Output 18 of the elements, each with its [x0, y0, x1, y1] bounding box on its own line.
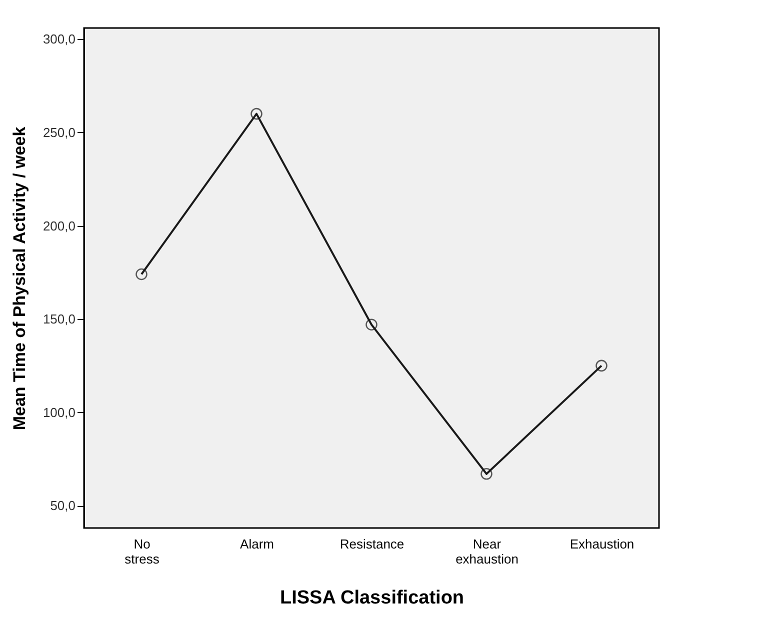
point — [250, 108, 262, 120]
point — [480, 468, 492, 480]
x-axis-title: LISSA Classification — [280, 588, 464, 608]
x-tick-label: Exhaustion — [570, 536, 634, 552]
point — [366, 318, 378, 331]
x-tick-label: Resistance — [340, 536, 404, 552]
y-tick-label: 250,0 — [42, 124, 76, 140]
point — [596, 360, 608, 372]
x-tick-label: Alarm — [240, 536, 274, 552]
y-tick-label: 100,0 — [42, 404, 76, 420]
y-tick-label: 150,0 — [42, 312, 76, 327]
x-tick-label: Near exhaustion — [456, 536, 518, 566]
y-axis-title: Mean Time of Physical Activity / week — [10, 126, 29, 430]
y-tick-label: 50,0 — [50, 498, 76, 514]
y-tick-label: 300,0 — [42, 32, 76, 47]
y-tick-label: 200,0 — [42, 218, 76, 234]
x-tick-label: No stress — [124, 536, 160, 566]
point — [136, 268, 148, 280]
